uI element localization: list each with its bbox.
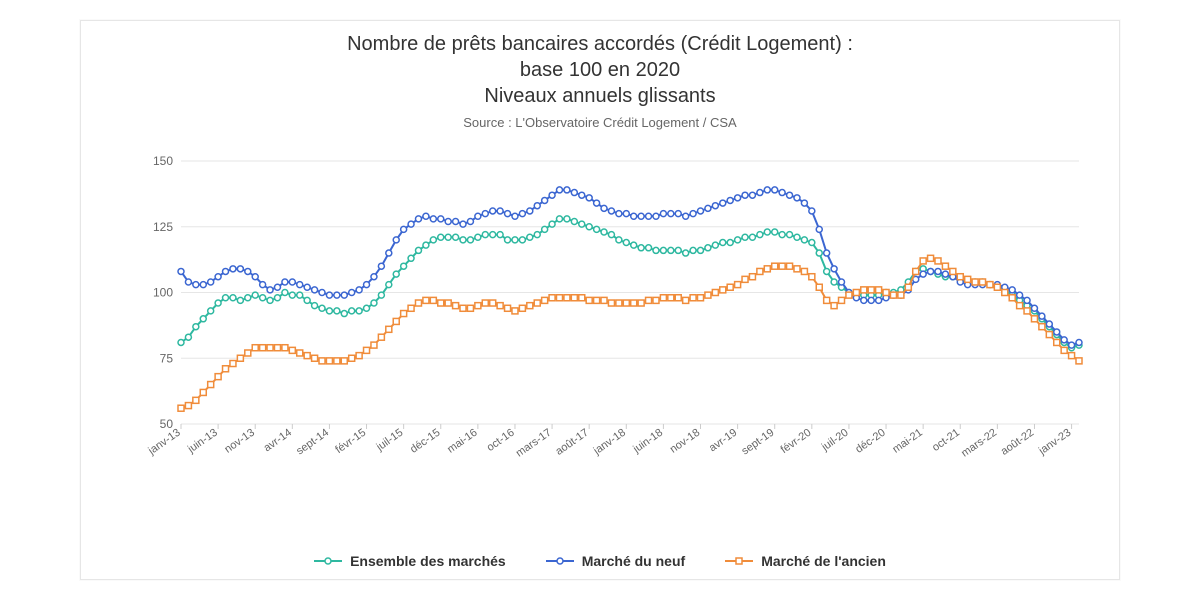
svg-text:100: 100 xyxy=(153,286,173,300)
svg-text:déc-15: déc-15 xyxy=(408,427,442,456)
svg-text:oct-16: oct-16 xyxy=(485,427,517,454)
plot-area: 5075100125150janv-13juin-13nov-13avr-14s… xyxy=(141,151,1089,479)
legend-label: Ensemble des marchés xyxy=(350,553,506,569)
svg-text:août-22: août-22 xyxy=(999,427,1036,458)
svg-text:mai-16: mai-16 xyxy=(445,427,479,456)
chart-title-line1: Nombre de prêts bancaires accordés (Créd… xyxy=(347,33,853,55)
legend-swatch xyxy=(314,554,342,568)
svg-text:150: 150 xyxy=(153,154,173,168)
svg-text:août-17: août-17 xyxy=(553,427,590,458)
legend-label: Marché de l'ancien xyxy=(761,553,886,569)
svg-text:oct-21: oct-21 xyxy=(930,427,962,454)
chart-titles: Nombre de prêts bancaires accordés (Créd… xyxy=(81,31,1119,130)
chart-subtitle: Source : L'Observatoire Crédit Logement … xyxy=(81,115,1119,130)
svg-text:janv-18: janv-18 xyxy=(591,427,628,458)
legend-item[interactable]: Ensemble des marchés xyxy=(314,553,506,569)
svg-text:févr-20: févr-20 xyxy=(779,427,814,456)
svg-text:févr-15: févr-15 xyxy=(333,427,368,456)
svg-text:juin-13: juin-13 xyxy=(185,427,220,456)
line-chart-svg: 5075100125150janv-13juin-13nov-13avr-14s… xyxy=(141,151,1089,479)
svg-text:juil-15: juil-15 xyxy=(374,427,406,454)
svg-text:mars-22: mars-22 xyxy=(959,427,999,460)
svg-text:janv-13: janv-13 xyxy=(145,427,182,458)
chart-title-line3: Niveaux annuels glissants xyxy=(484,85,715,107)
svg-text:75: 75 xyxy=(160,351,174,365)
chart-panel: Nombre de prêts bancaires accordés (Créd… xyxy=(80,20,1120,580)
svg-text:nov-13: nov-13 xyxy=(222,427,256,456)
page-root: Nombre de prêts bancaires accordés (Créd… xyxy=(0,0,1200,600)
svg-text:juin-18: juin-18 xyxy=(630,427,665,456)
chart-title-line2: base 100 en 2020 xyxy=(520,59,680,81)
svg-text:125: 125 xyxy=(153,220,173,234)
legend-item[interactable]: Marché du neuf xyxy=(546,553,685,569)
legend-item[interactable]: Marché de l'ancien xyxy=(725,553,886,569)
svg-text:mars-17: mars-17 xyxy=(514,427,554,460)
svg-text:déc-20: déc-20 xyxy=(853,427,887,456)
svg-text:nov-18: nov-18 xyxy=(668,427,702,456)
chart-legend: Ensemble des marchés Marché du neuf Marché… xyxy=(81,553,1119,569)
svg-text:mai-21: mai-21 xyxy=(890,427,924,456)
svg-text:sept-14: sept-14 xyxy=(294,427,331,458)
svg-text:avr-19: avr-19 xyxy=(707,427,739,455)
legend-swatch xyxy=(725,554,753,568)
legend-label: Marché du neuf xyxy=(582,553,685,569)
svg-text:sept-19: sept-19 xyxy=(739,427,776,458)
legend-swatch xyxy=(546,554,574,568)
svg-text:janv-23: janv-23 xyxy=(1036,427,1073,458)
svg-text:avr-14: avr-14 xyxy=(262,427,294,455)
svg-text:juil-20: juil-20 xyxy=(819,427,851,454)
chart-title: Nombre de prêts bancaires accordés (Créd… xyxy=(81,31,1119,109)
